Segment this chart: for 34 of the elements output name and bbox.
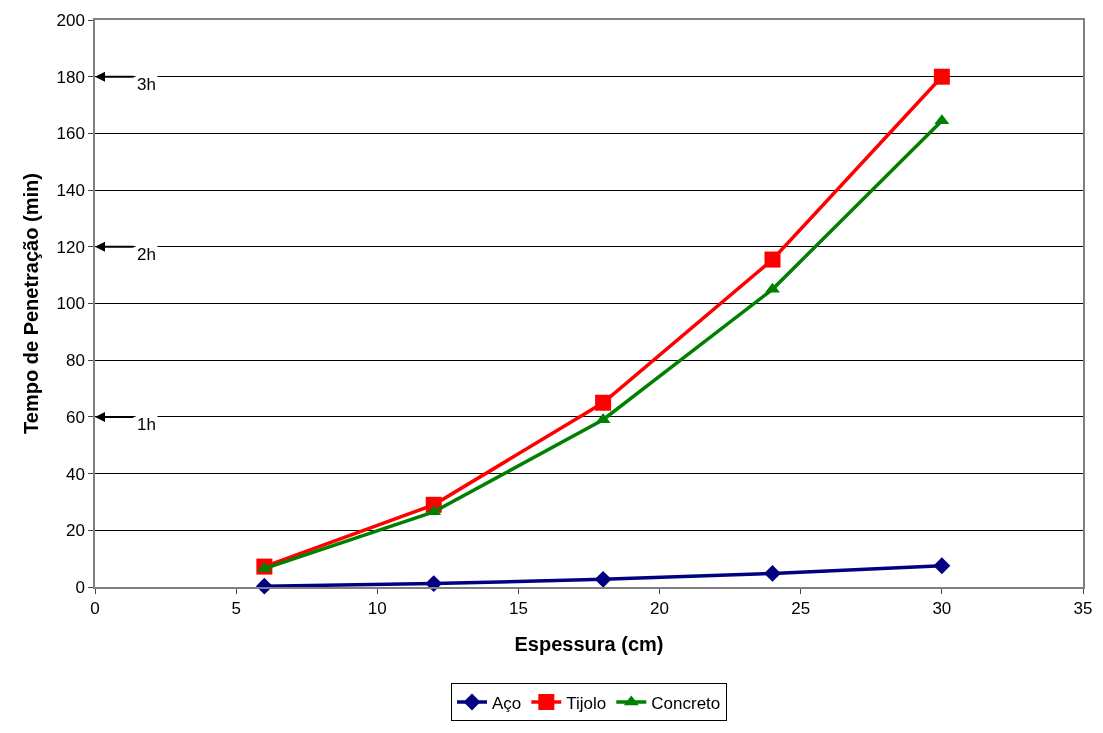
x-tick-label: 0	[90, 599, 100, 619]
x-tick-label: 25	[791, 599, 811, 619]
point	[425, 575, 443, 593]
legend-label: Tijolo	[566, 693, 607, 713]
x-tick-label: 10	[367, 599, 387, 619]
x-tick-label: 35	[1073, 599, 1093, 619]
y-tick-label: 180	[56, 67, 85, 87]
x-axis-title: Espessura (cm)	[514, 633, 664, 656]
y-tick-label: 20	[65, 521, 85, 541]
y-tick-label: 0	[75, 577, 85, 597]
y-tick-label: 40	[65, 464, 85, 484]
ref-line-label: 2h	[137, 245, 156, 264]
y-tick-label: 160	[56, 124, 85, 144]
legend-label: Aço	[492, 693, 522, 713]
ref-line-label: 1h	[137, 415, 156, 434]
y-tick-label: 140	[56, 181, 85, 201]
y-tick-label: 100	[56, 294, 85, 314]
x-tick-label: 5	[231, 599, 241, 619]
x-tick-label: 30	[932, 599, 952, 619]
y-axis-title: Tempo de Penetração (min)	[20, 173, 43, 434]
x-tick-label: 20	[650, 599, 670, 619]
y-tick-label: 80	[65, 351, 85, 371]
legend-label: Concreto	[651, 693, 721, 713]
point	[933, 68, 950, 85]
ref-line-label: 3h	[137, 75, 156, 94]
point	[595, 394, 612, 411]
point	[933, 557, 951, 575]
y-tick-label: 200	[56, 10, 85, 30]
point	[594, 570, 612, 588]
y-tick-label: 120	[56, 237, 85, 257]
y-tick-label: 60	[65, 407, 85, 427]
point	[764, 564, 781, 582]
x-tick-label: 15	[508, 599, 528, 619]
point	[764, 251, 781, 268]
